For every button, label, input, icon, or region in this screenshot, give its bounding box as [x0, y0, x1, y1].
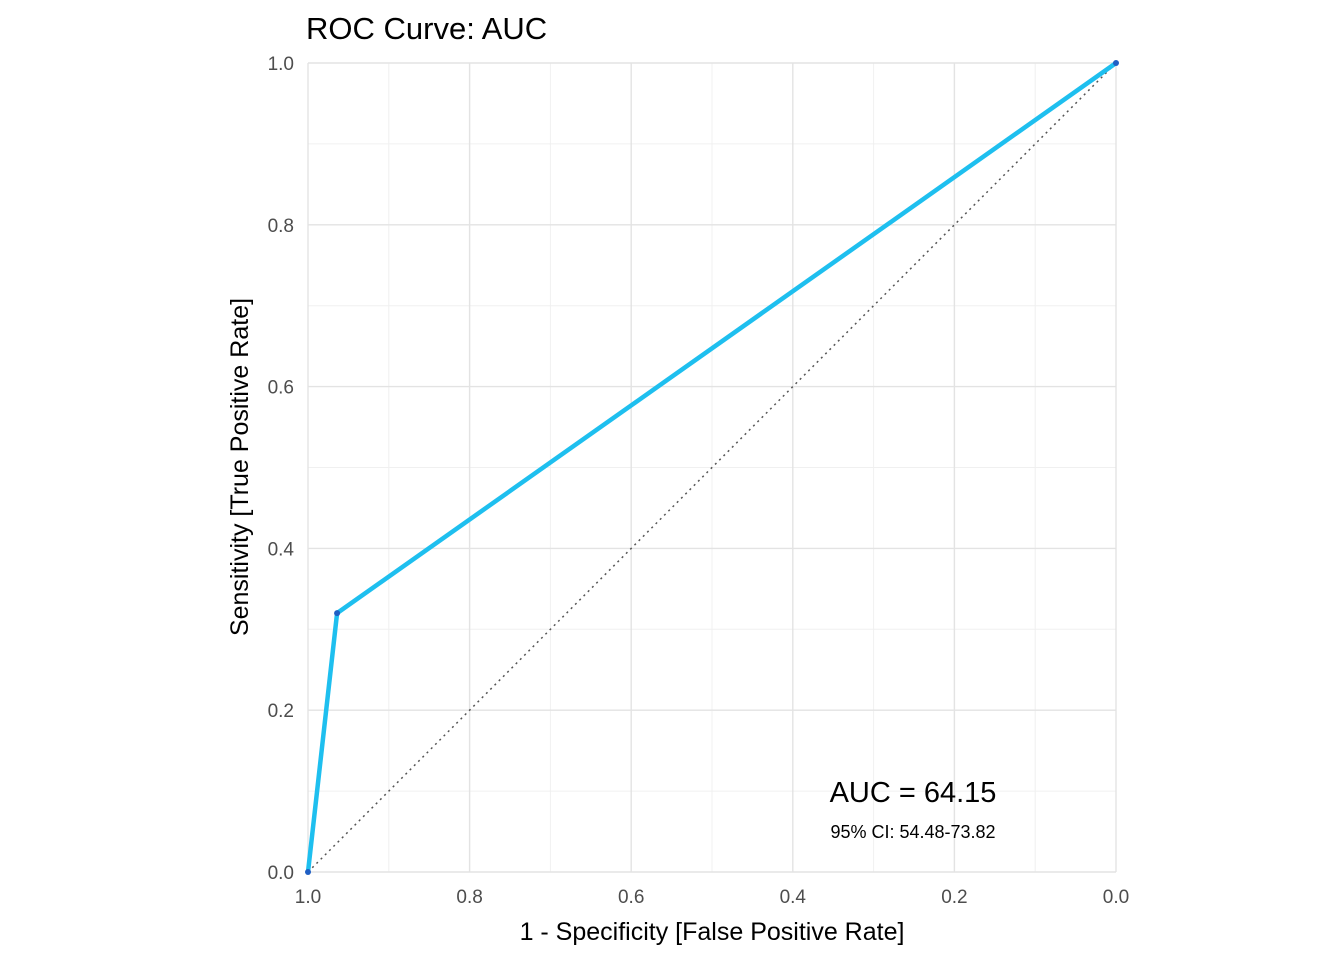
auc-annotation: AUC = 64.15 [830, 777, 997, 809]
x-tick-label: 0.8 [456, 887, 482, 908]
y-axis-title: Sensitivity [True Positive Rate] [226, 298, 254, 636]
minor-gridlines [308, 63, 1116, 872]
x-tick-label: 0.2 [941, 887, 967, 908]
x-tick-label: 0.6 [618, 887, 644, 908]
x-axis-tick-labels: 1.0 0.8 0.6 0.4 0.2 0.0 [295, 887, 1129, 908]
y-tick-label: 0.6 [268, 378, 294, 399]
y-tick-label: 0.2 [268, 701, 294, 722]
y-tick-label: 1.0 [268, 54, 294, 75]
y-axis-tick-labels: 0.0 0.2 0.4 0.6 0.8 1.0 [268, 54, 295, 884]
chart-title: ROC Curve: AUC [306, 11, 547, 46]
roc-point [305, 869, 311, 875]
y-tick-label: 0.0 [268, 863, 294, 884]
roc-curve-points [305, 60, 1119, 875]
x-tick-label: 0.4 [780, 887, 807, 908]
y-tick-label: 0.4 [268, 539, 295, 560]
reference-diagonal-line [307, 62, 1117, 873]
y-tick-label: 0.8 [268, 216, 294, 237]
roc-point [334, 610, 341, 617]
major-gridlines [307, 62, 1117, 873]
x-tick-label: 0.0 [1103, 887, 1129, 908]
roc-point [1113, 60, 1119, 66]
x-tick-label: 1.0 [295, 887, 321, 908]
x-axis-title: 1 - Specificity [False Positive Rate] [520, 918, 905, 946]
ci-annotation: 95% CI: 54.48-73.82 [830, 822, 995, 842]
